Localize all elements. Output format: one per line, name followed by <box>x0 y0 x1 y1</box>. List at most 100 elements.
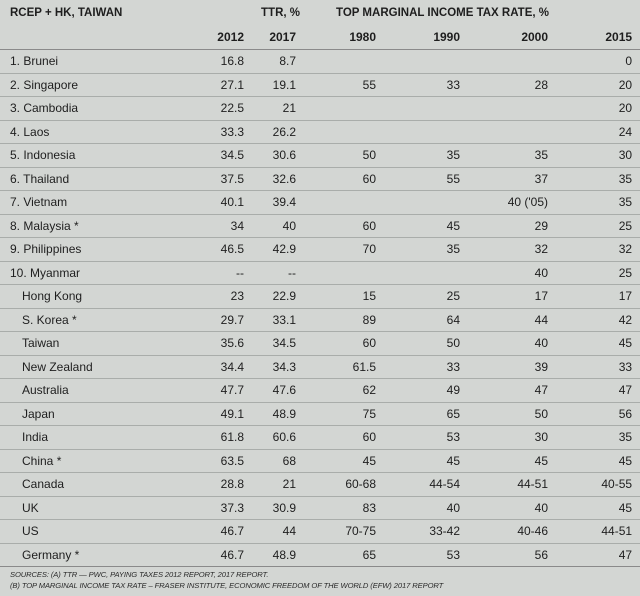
tax-2015-cell: 25 <box>556 261 640 285</box>
ttr-2017-cell: 34.3 <box>252 355 307 379</box>
tax-1990-cell: 45 <box>384 449 469 473</box>
ttr-2012-cell: 37.3 <box>147 496 252 520</box>
table-row: 7. Vietnam 40.1 39.4 40 ('05) 35 <box>0 190 640 215</box>
country-cell: 1. Brunei <box>0 49 147 74</box>
year-header-2017: 2017 <box>269 30 297 44</box>
tax-1980-cell: 60 <box>306 214 385 238</box>
table-row: 10. Myanmar -- -- 40 25 <box>0 261 640 285</box>
table-row: 8. Malaysia * 34 40 60 45 29 25 <box>0 214 640 238</box>
ttr-2017-cell: 47.6 <box>252 378 307 403</box>
tax-2000-cell: 30 <box>468 425 557 450</box>
tax-2015-cell: 42 <box>556 308 640 332</box>
table-row: 6. Thailand 37.5 32.6 60 55 37 35 <box>0 167 640 191</box>
ttr-2012-cell: 37.5 <box>147 167 252 191</box>
tax-2000-cell: 40-46 <box>468 519 557 544</box>
ttr-2017-cell: 22.9 <box>252 284 307 309</box>
ttr-2012-cell: 34 <box>147 214 252 238</box>
country-cell: 8. Malaysia * <box>0 214 147 238</box>
tax-1980-cell: 60 <box>306 167 385 191</box>
ttr-2012-cell: 16.8 <box>147 49 252 74</box>
tax-1990-cell: 45 <box>384 214 469 238</box>
tax-2015-cell: 40-55 <box>556 472 640 497</box>
tax-2000-cell: 40 <box>468 261 557 285</box>
table-row: India 61.8 60.6 60 53 30 35 <box>0 425 640 450</box>
tax-2000-cell <box>468 120 557 144</box>
tax-2000-cell: 32 <box>468 237 557 262</box>
ttr-2012-cell: 34.5 <box>147 143 252 168</box>
ttr-2017-cell: 39.4 <box>252 190 307 215</box>
country-cell: 4. Laos <box>0 120 147 144</box>
country-cell: China * <box>0 449 147 473</box>
table-row: 3. Cambodia 22.5 21 20 <box>0 96 640 121</box>
tax-2000-cell: 39 <box>468 355 557 379</box>
table-row: Germany * 46.7 48.9 65 53 56 47 <box>0 543 640 567</box>
tax-2000-cell: 44 <box>468 308 557 332</box>
ttr-2012-cell: 33.3 <box>147 120 252 144</box>
tax-2015-cell: 20 <box>556 73 640 97</box>
tax-1990-cell <box>384 190 469 215</box>
year-header-1980: 1980 <box>349 30 377 44</box>
tax-2000-cell: 40 ('05) <box>468 190 557 215</box>
ttr-2017-cell: 19.1 <box>252 73 307 97</box>
ttr-group-header: TTR, % <box>261 6 301 19</box>
ttr-2017-cell: 68 <box>252 449 307 473</box>
year-header-2012: 2012 <box>217 30 244 44</box>
tax-2015-cell: 30 <box>556 143 640 168</box>
tax-1990-cell: 50 <box>384 331 469 356</box>
tax-1980-cell <box>306 190 385 215</box>
tax-2015-cell: 0 <box>556 49 640 74</box>
table-row: 9. Philippines 46.5 42.9 70 35 32 32 <box>0 237 640 262</box>
ttr-2012-cell: 46.7 <box>147 519 252 544</box>
tax-rate-group-header: TOP MARGINAL INCOME TAX RATE, % <box>336 6 549 19</box>
ttr-2012-cell: 23 <box>147 284 252 309</box>
tax-2000-cell: 45 <box>468 449 557 473</box>
table-row: UK 37.3 30.9 83 40 40 45 <box>0 496 640 520</box>
ttr-2017-cell: 44 <box>252 519 307 544</box>
ttr-2017-cell: 34.5 <box>252 331 307 356</box>
table-row: New Zealand 34.4 34.3 61.5 33 39 33 <box>0 355 640 379</box>
tax-2015-cell: 47 <box>556 378 640 403</box>
country-cell: Germany * <box>0 543 147 567</box>
ttr-2012-cell: 61.8 <box>147 425 252 450</box>
tax-2015-cell: 25 <box>556 214 640 238</box>
tax-1990-cell: 35 <box>384 237 469 262</box>
table-row: Canada 28.8 21 60-68 44-54 44-51 40-55 <box>0 472 640 497</box>
ttr-2017-cell: 42.9 <box>252 237 307 262</box>
ttr-2017-cell: 48.9 <box>252 402 307 426</box>
country-cell: S. Korea * <box>0 308 147 332</box>
ttr-2017-cell: 60.6 <box>252 425 307 450</box>
tax-1990-cell: 33 <box>384 73 469 97</box>
ttr-2012-cell: 46.7 <box>147 543 252 567</box>
table-row: 4. Laos 33.3 26.2 24 <box>0 120 640 144</box>
country-cell: Taiwan <box>0 331 147 356</box>
tax-1980-cell: 60 <box>306 331 385 356</box>
tax-1980-cell: 65 <box>306 543 385 567</box>
ttr-2017-cell: 32.6 <box>252 167 307 191</box>
country-cell: 3. Cambodia <box>0 96 147 121</box>
table-body: 1. Brunei 16.8 8.7 0 2. Singapore 27.1 19.1 55 3… <box>0 49 640 567</box>
tax-1990-cell <box>384 120 469 144</box>
tax-1990-cell: 40 <box>384 496 469 520</box>
ttr-2017-cell: 48.9 <box>252 543 307 567</box>
table-row: China * 63.5 68 45 45 45 45 <box>0 449 640 473</box>
tax-2000-cell: 17 <box>468 284 557 309</box>
country-cell: Australia <box>0 378 147 403</box>
tax-2000-cell: 35 <box>468 143 557 168</box>
ttr-2012-cell: 63.5 <box>147 449 252 473</box>
tax-1980-cell: 83 <box>306 496 385 520</box>
tax-2015-cell: 56 <box>556 402 640 426</box>
table-row: Australia 47.7 47.6 62 49 47 47 <box>0 378 640 403</box>
ttr-2017-cell: 30.9 <box>252 496 307 520</box>
tax-2015-cell: 45 <box>556 331 640 356</box>
tax-1980-cell: 15 <box>306 284 385 309</box>
table-row: 5. Indonesia 34.5 30.6 50 35 35 30 <box>0 143 640 168</box>
source-line-2: (B) TOP MARGINAL INCOME TAX RATE – FRASE… <box>10 580 444 590</box>
tax-1990-cell <box>384 96 469 121</box>
tax-1990-cell: 25 <box>384 284 469 309</box>
tax-2000-cell: 47 <box>468 378 557 403</box>
ttr-2017-cell: 26.2 <box>252 120 307 144</box>
ttr-2012-cell: -- <box>147 261 252 285</box>
tax-2015-cell: 35 <box>556 190 640 215</box>
country-cell: UK <box>0 496 147 520</box>
source-line-1: SOURCES: (A) TTR — PWC, PAYING TAXES 201… <box>10 570 269 579</box>
